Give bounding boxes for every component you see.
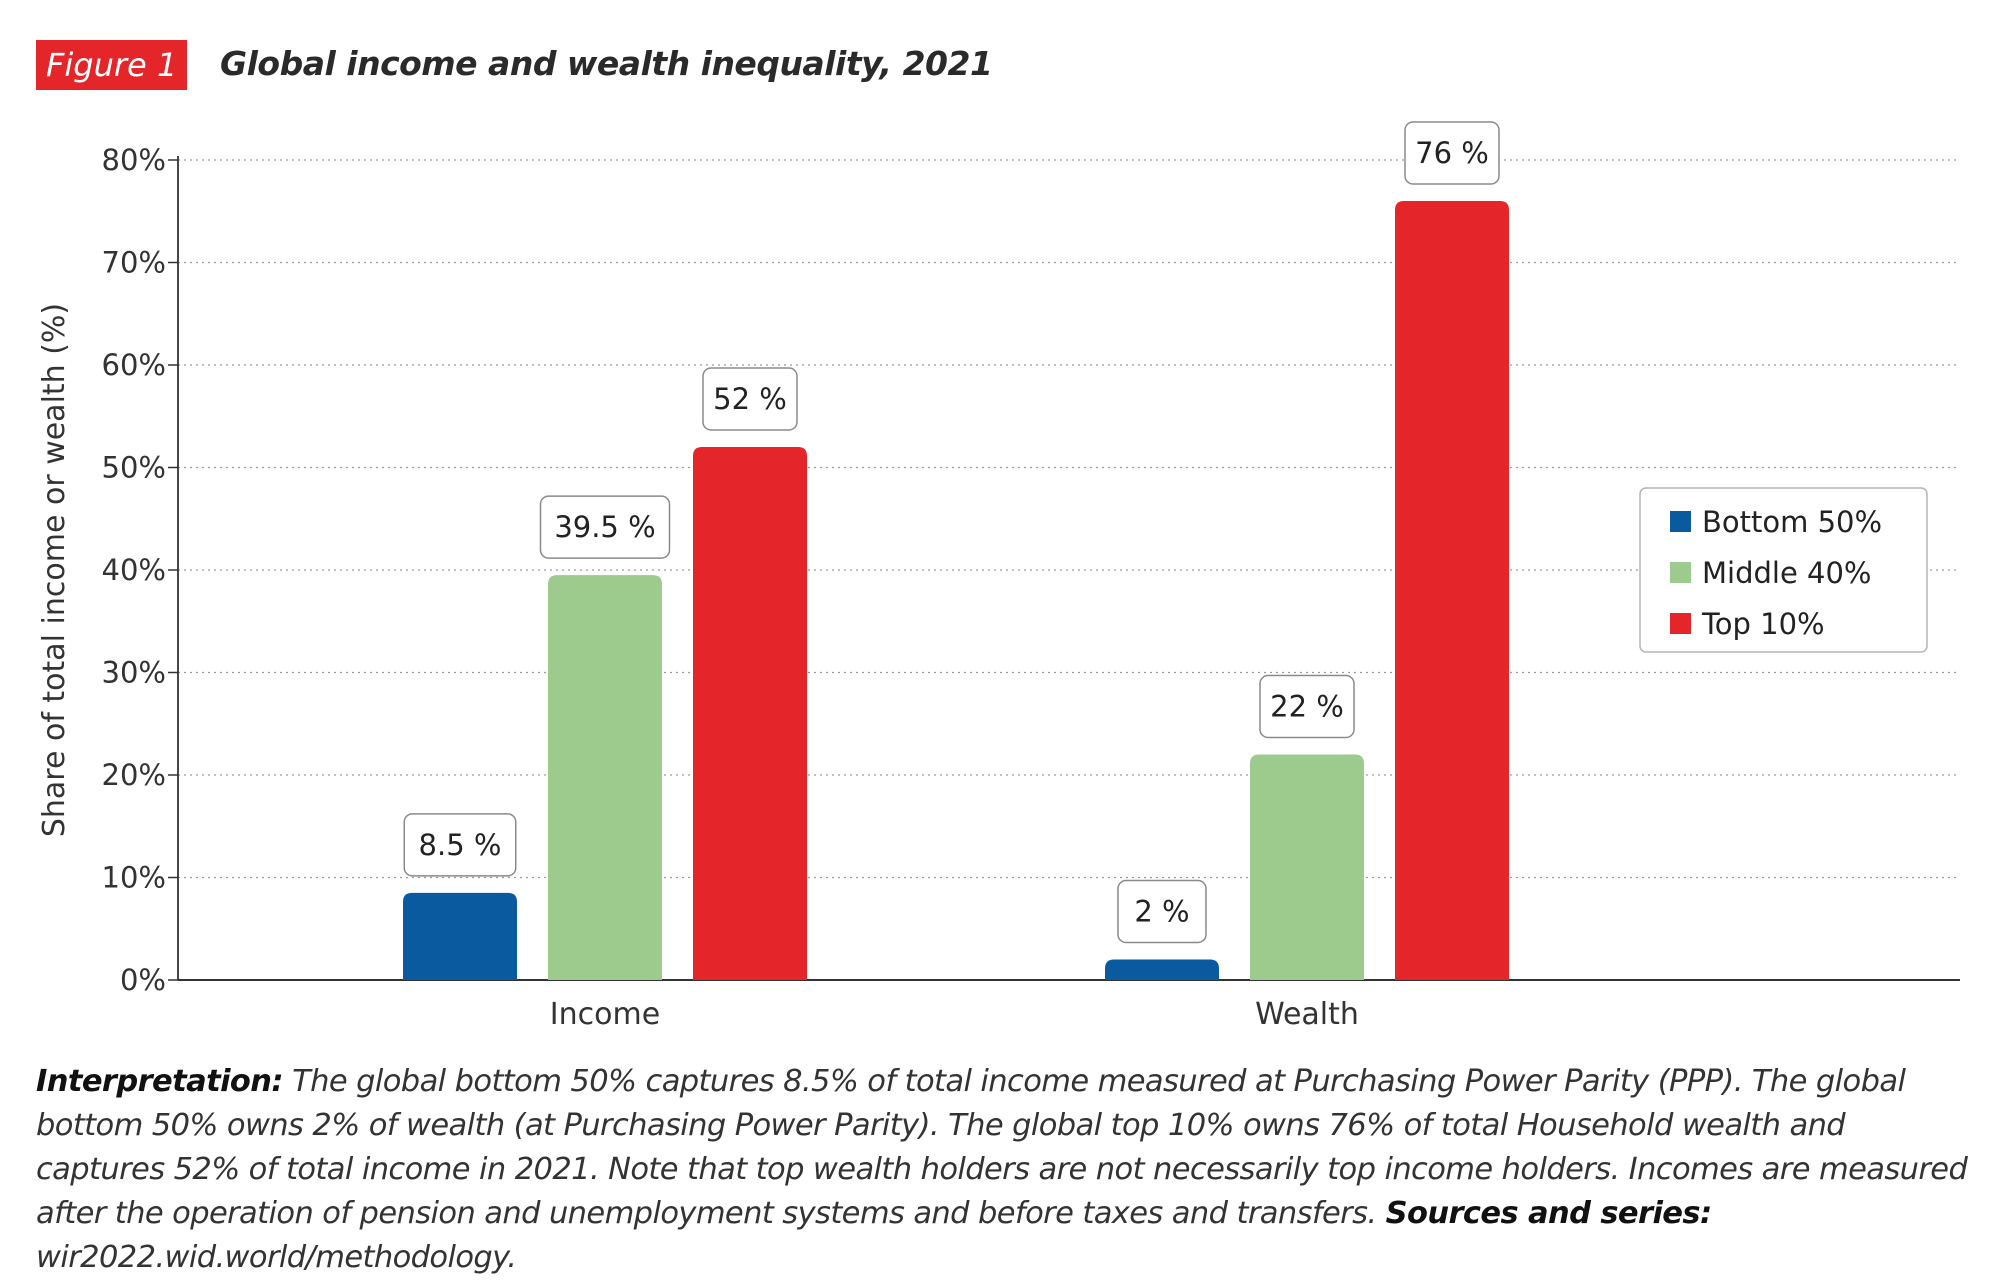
data-label: 39.5 % <box>554 510 655 544</box>
y-tick-label: 70% <box>102 246 166 280</box>
sources-label: Sources and series: <box>1385 1196 1713 1231</box>
interpretation-text: The global bottom 50% captures 8.5% of t… <box>36 1064 1968 1231</box>
bars <box>403 201 1509 980</box>
interpretation-label: Interpretation: <box>36 1064 284 1099</box>
legend-swatch <box>1670 562 1691 583</box>
data-label-box <box>539 495 671 559</box>
data-label-box <box>1404 121 1500 185</box>
data-labels: 8.5 % 39.5 % 52 % 2 % 22 % 76 % <box>403 121 1500 944</box>
figure-label: Figure 1 <box>36 40 188 90</box>
y-tick-label: 20% <box>102 758 166 792</box>
y-axis-label: Share of total income or wealth (%) <box>37 303 72 837</box>
data-label-box <box>403 813 517 877</box>
data-label-box <box>1117 879 1207 944</box>
y-tick-label: 0% <box>120 963 166 997</box>
y-tick-labels: 0% 10% 20% 30% 40% 50% 60% 70% 80% <box>102 143 166 997</box>
data-label-box <box>1259 674 1355 739</box>
y-tick-label: 50% <box>102 451 166 485</box>
chart-title: Global income and wealth inequality, 202… <box>220 44 993 83</box>
legend-label: Bottom 50% <box>1702 505 1882 539</box>
bar-middle-40--income <box>548 575 662 980</box>
data-label: 52 % <box>713 382 787 416</box>
data-label: 8.5 % <box>419 828 502 862</box>
bar-bottom-50--wealth <box>1105 959 1219 980</box>
y-tick-label: 30% <box>102 656 166 690</box>
data-label: 2 % <box>1134 895 1189 929</box>
x-tick-label-income: Income <box>550 997 660 1032</box>
legend: Bottom 50% Middle 40% Top 10% <box>1639 487 1928 653</box>
bar-chart: 0% 10% 20% 30% 40% 50% 60% 70% 80% 8.5 % 39.5 % 52… <box>37 121 1960 1032</box>
y-tick-label: 10% <box>102 861 166 895</box>
legend-box <box>1639 487 1928 653</box>
caption: Interpretation: The global bottom 50% ca… <box>36 1060 1976 1280</box>
y-tick-label: 80% <box>102 143 166 177</box>
legend-label: Top 10% <box>1701 607 1825 641</box>
data-label-box <box>702 367 798 431</box>
y-tick-label: 60% <box>102 348 166 382</box>
data-label: 22 % <box>1270 690 1344 724</box>
bar-top-10--income <box>693 447 807 980</box>
gridlines <box>168 159 1960 981</box>
x-tick-label-wealth: Wealth <box>1255 997 1359 1032</box>
bar-top-10--wealth <box>1395 201 1509 980</box>
x-tick-labels: Income Wealth <box>550 997 1359 1032</box>
sources-text: wir2022.wid.world/methodology. <box>36 1240 517 1275</box>
legend-label: Middle 40% <box>1702 556 1871 590</box>
y-tick-label: 40% <box>102 553 166 587</box>
bar-middle-40--wealth <box>1250 754 1364 980</box>
bar-bottom-50--income <box>403 892 517 980</box>
legend-swatch <box>1670 613 1691 634</box>
legend-swatch <box>1670 511 1691 532</box>
data-label: 76 % <box>1415 136 1489 170</box>
